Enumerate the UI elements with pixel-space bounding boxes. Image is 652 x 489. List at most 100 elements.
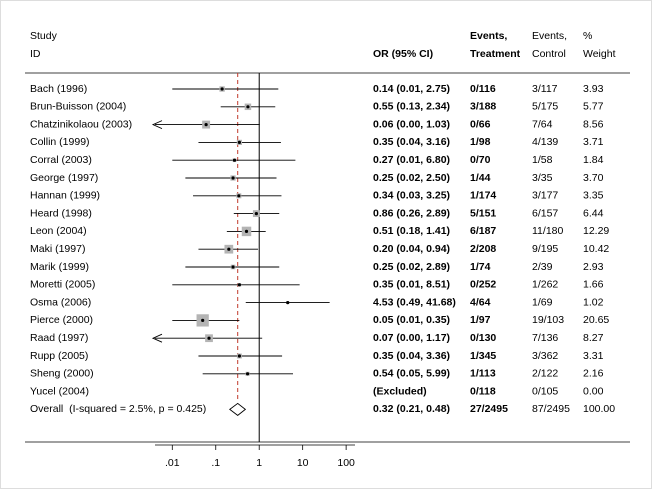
- or-label: 0.05 (0.01, 0.35): [373, 314, 450, 326]
- study-name: Bach (1996): [30, 83, 87, 95]
- events-treatment: 1/113: [470, 368, 496, 380]
- events-treatment: 0/130: [470, 332, 496, 344]
- x-tick-label: 10: [297, 457, 309, 469]
- or-label: 0.32 (0.21, 0.48): [373, 403, 450, 415]
- events-treatment: 3/188: [470, 101, 496, 113]
- weight-label: 10.42: [583, 243, 609, 255]
- or-label: 0.14 (0.01, 2.75): [373, 83, 450, 95]
- or-label: 0.51 (0.18, 1.41): [373, 225, 450, 237]
- events-treatment: 0/252: [470, 279, 496, 291]
- events-control: 4/139: [532, 136, 558, 148]
- or-label: 0.20 (0.04, 0.94): [373, 243, 450, 255]
- weight-label: 8.27: [583, 332, 604, 344]
- weight-label: 1.66: [583, 279, 604, 291]
- weight-label: 1.02: [583, 296, 604, 308]
- events-treatment: 1/345: [470, 350, 496, 362]
- events-treatment: 1/44: [470, 172, 491, 184]
- events-control: 19/103: [532, 314, 564, 326]
- header-control: Control: [532, 48, 566, 60]
- events-control: 3/177: [532, 190, 558, 202]
- events-control: 7/136: [532, 332, 558, 344]
- or-label: 0.07 (0.00, 1.17): [373, 332, 450, 344]
- point-estimate: [207, 336, 211, 340]
- events-control: 1/58: [532, 154, 553, 166]
- study-name: Leon (2004): [30, 225, 87, 237]
- study-name: Moretti (2005): [30, 279, 95, 291]
- weight-label: 20.65: [583, 314, 609, 326]
- events-control: 2/122: [532, 368, 558, 380]
- study-name: Brun-Buisson (2004): [30, 101, 126, 113]
- or-label: 0.06 (0.00, 1.03): [373, 118, 450, 130]
- or-label: 0.55 (0.13, 2.34): [373, 101, 450, 113]
- point-estimate: [204, 123, 208, 127]
- weight-label: 3.93: [583, 83, 604, 95]
- study-name: Chatzinikolaou (2003): [30, 118, 132, 130]
- point-estimate: [286, 301, 290, 305]
- ci-arrow: [151, 333, 163, 343]
- weight-label: 8.56: [583, 118, 604, 130]
- weight-label: 3.31: [583, 350, 604, 362]
- weight-label: 2.93: [583, 261, 604, 273]
- point-estimate: [201, 318, 205, 322]
- study-name: Yucel (2004): [30, 385, 89, 397]
- events-control: 3/362: [532, 350, 558, 362]
- events-treatment: 6/187: [470, 225, 496, 237]
- events-control: 3/35: [532, 172, 553, 184]
- events-treatment: 1/97: [470, 314, 491, 326]
- or-label: 0.35 (0.04, 3.36): [373, 350, 450, 362]
- events-control: 9/195: [532, 243, 558, 255]
- events-control: 2/39: [532, 261, 553, 273]
- or-label: 0.86 (0.26, 2.89): [373, 207, 450, 219]
- header-treatment: Treatment: [470, 48, 521, 60]
- study-name: Hannan (1999): [30, 190, 100, 202]
- weight-label: 3.71: [583, 136, 604, 148]
- events-treatment: 4/64: [470, 296, 491, 308]
- events-treatment: 1/74: [470, 261, 491, 273]
- study-name: George (1997): [30, 172, 98, 184]
- header-study: Study: [30, 30, 58, 42]
- study-name: Heard (1998): [30, 207, 92, 219]
- header-control: Events,: [532, 30, 567, 42]
- point-estimate: [237, 194, 241, 198]
- events-control: 1/69: [532, 296, 553, 308]
- point-estimate: [246, 105, 250, 109]
- weight-label: 0.00: [583, 385, 604, 397]
- events-treatment: 0/116: [470, 83, 496, 95]
- or-label: 0.25 (0.02, 2.50): [373, 172, 450, 184]
- study-name: Pierce (2000): [30, 314, 93, 326]
- weight-label: 2.16: [583, 368, 604, 380]
- point-estimate: [220, 87, 224, 91]
- header-weight: %: [583, 30, 592, 42]
- point-estimate: [245, 372, 250, 376]
- weight-label: 5.77: [583, 101, 604, 113]
- events-treatment: 5/151: [470, 207, 496, 219]
- ci-arrow: [151, 120, 163, 130]
- events-control: 7/64: [532, 118, 553, 130]
- overall-diamond: [229, 402, 247, 416]
- point-estimate: [254, 212, 258, 216]
- x-tick-label: .1: [211, 457, 220, 469]
- x-tick-label: 100: [337, 457, 355, 469]
- events-treatment: 1/98: [470, 136, 491, 148]
- events-treatment: 0/70: [470, 154, 491, 166]
- or-label: 0.35 (0.04, 3.16): [373, 136, 450, 148]
- events-treatment: 0/66: [470, 118, 491, 130]
- header-treatment: Events,: [470, 30, 507, 42]
- study-name: Overall (I-squared = 2.5%, p = 0.425): [30, 403, 206, 415]
- weight-label: 3.35: [583, 190, 604, 202]
- or-label: 0.27 (0.01, 6.80): [373, 154, 450, 166]
- events-control: 87/2495: [532, 403, 570, 415]
- study-name: Rupp (2005): [30, 350, 88, 362]
- point-estimate: [237, 140, 241, 144]
- events-treatment: 1/174: [470, 190, 496, 202]
- or-label: 0.25 (0.02, 2.89): [373, 261, 450, 273]
- header-id: ID: [30, 48, 41, 60]
- point-estimate: [232, 158, 237, 162]
- events-control: 11/180: [532, 225, 563, 237]
- weight-label: 12.29: [583, 225, 609, 237]
- study-name: Raad (1997): [30, 332, 88, 344]
- study-name: Corral (2003): [30, 154, 92, 166]
- study-name: Maki (1997): [30, 243, 85, 255]
- or-label: 4.53 (0.49, 41.68): [373, 296, 456, 308]
